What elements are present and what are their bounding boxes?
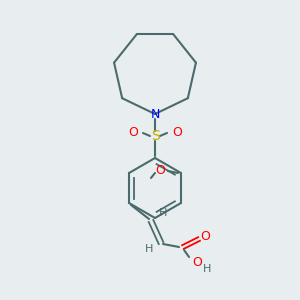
Text: S: S xyxy=(151,129,159,143)
Text: O: O xyxy=(192,256,202,269)
Text: H: H xyxy=(145,244,153,254)
Text: O: O xyxy=(128,127,138,140)
Text: H: H xyxy=(203,264,211,274)
Text: O: O xyxy=(172,127,182,140)
Text: O: O xyxy=(200,230,210,242)
Text: N: N xyxy=(150,107,160,121)
Text: H: H xyxy=(159,208,167,218)
Text: O: O xyxy=(155,164,165,178)
